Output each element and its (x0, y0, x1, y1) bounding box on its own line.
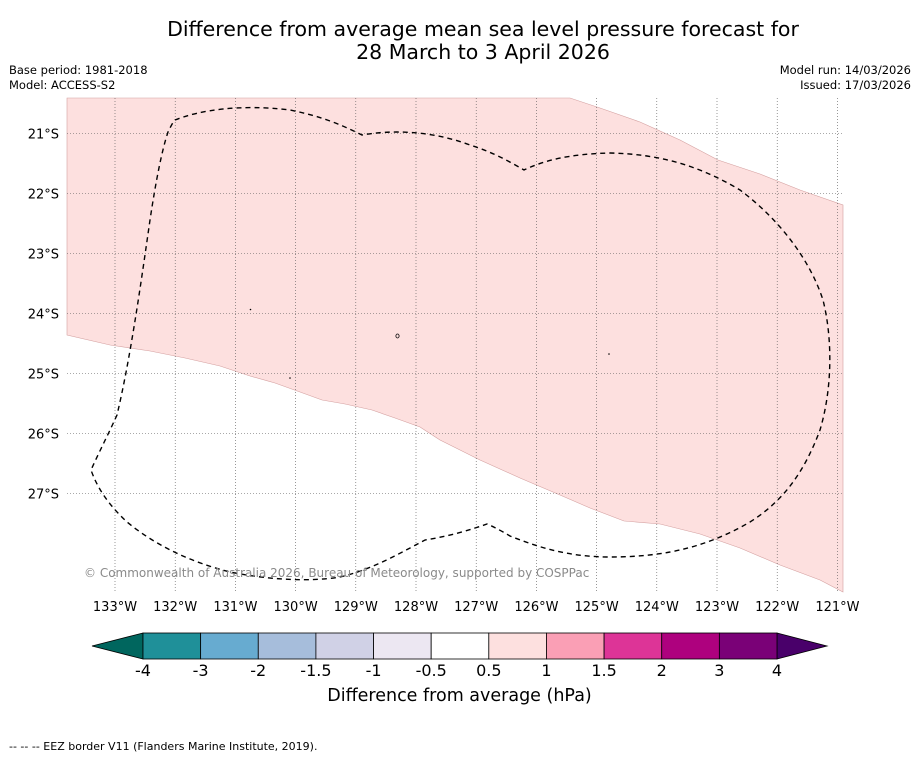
meta-right: Model run: 14/03/2026 Issued: 17/03/2026 (780, 63, 911, 93)
colorbar-segment (718, 632, 778, 660)
colorbar-segment (603, 632, 663, 660)
longitude-label: 128°W (394, 600, 438, 615)
latitude-label: 23°S (28, 248, 59, 263)
colorbar-segment (373, 632, 432, 660)
longitude-label: 126°W (514, 600, 558, 615)
colorbar-segment (488, 632, 547, 660)
map-panel (66, 97, 844, 593)
latitude-label: 21°S (28, 128, 59, 143)
colorbar-tick-label: -0.5 (416, 661, 447, 680)
colorbar-segment (661, 632, 720, 660)
meta-left: Base period: 1981-2018 Model: ACCESS-S2 (9, 63, 148, 93)
colorbar-tick-label: 0.5 (476, 661, 501, 680)
colorbar-tick-label: 4 (772, 661, 782, 680)
colorbar-segment (200, 632, 259, 660)
eez-border (90, 106, 831, 581)
colorbar-segment (546, 632, 605, 660)
longitude-label: 133°W (93, 600, 137, 615)
title-line-1: Difference from average mean sea level p… (167, 17, 799, 41)
longitude-label: 125°W (575, 600, 619, 615)
colorbar-under-arrow (91, 632, 144, 660)
longitude-label: 130°W (274, 600, 318, 615)
colorbar-tick-label: -2 (250, 661, 266, 680)
longitude-label: 121°W (815, 600, 859, 615)
longitude-labels: 133°W 132°W 131°W 130°W 129°W 128°W 127°W 126°W… (93, 600, 860, 615)
base-period: Base period: 1981-2018 (9, 63, 148, 77)
latitude-label: 27°S (28, 488, 59, 503)
longitude-label: 132°W (153, 600, 197, 615)
colorbar-segment (142, 632, 202, 660)
issued-date: Issued: 17/03/2026 (800, 78, 911, 92)
footnote-eez: -- -- -- EEZ border V11 (Flanders Marine… (9, 740, 318, 753)
colorbar-segment (315, 632, 374, 660)
longitude-label: 124°W (635, 600, 679, 615)
colorbar-tick-label: -1 (366, 661, 382, 680)
copyright-text: © Commonwealth of Australia 2026, Bureau… (84, 566, 590, 580)
latitude-labels: 21°S 22°S 23°S 24°S 25°S 26°S 27°S (28, 128, 59, 503)
colorbar: -4 -3 -2 -1.5 -1 -0.5 0.5 1 1.5 2 3 4 (91, 632, 829, 680)
latitude-label: 22°S (28, 188, 59, 203)
longitude-label: 123°W (695, 600, 739, 615)
model-name: Model: ACCESS-S2 (9, 78, 116, 92)
latitude-label: 24°S (28, 308, 59, 323)
colorbar-tick-label: 1.5 (591, 661, 616, 680)
model-run: Model run: 14/03/2026 (779, 63, 911, 77)
title-line-2: 28 March to 3 April 2026 (356, 40, 610, 64)
colorbar-tick-label: -1.5 (300, 661, 331, 680)
colorbar-label: Difference from average (hPa) (327, 686, 592, 706)
colorbar-tick-label: -4 (135, 661, 151, 680)
colorbar-segments (142, 632, 778, 660)
island-marks (249, 308, 610, 379)
chart-title: Difference from average mean sea level p… (0, 18, 919, 64)
graticule (67, 98, 843, 592)
colorbar-ticks: -4 -3 -2 -1.5 -1 -0.5 0.5 1 1.5 2 3 4 (135, 661, 782, 680)
colorbar-segment (430, 632, 490, 660)
longitude-label: 122°W (755, 600, 799, 615)
latitude-label: 25°S (28, 368, 59, 383)
colorbar-segment (257, 632, 317, 660)
colorbar-tick-label: 3 (714, 661, 724, 680)
colorbar-over-arrow (776, 632, 829, 660)
anomaly-region-0.5-to-1 (66, 97, 844, 593)
colorbar-tick-label: -3 (193, 661, 209, 680)
longitude-label: 129°W (334, 600, 378, 615)
longitude-label: 127°W (454, 600, 498, 615)
colorbar-tick-label: 2 (657, 661, 667, 680)
colorbar-tick-label: 1 (541, 661, 551, 680)
latitude-label: 26°S (28, 428, 59, 443)
longitude-label: 131°W (213, 600, 257, 615)
